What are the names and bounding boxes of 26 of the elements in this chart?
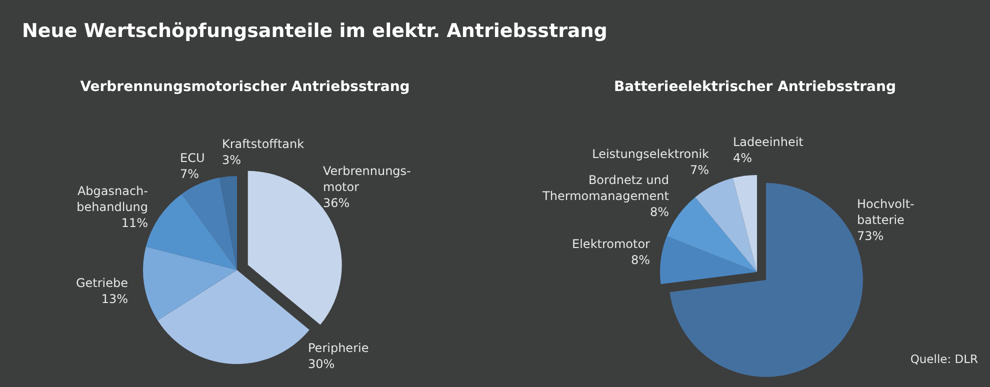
data-label: 3% [222, 153, 242, 167]
slice-label: Abgasnach- behandlung [76, 184, 148, 214]
slice-label: Elektromotor [572, 237, 650, 251]
data-label: 7% [180, 167, 200, 181]
slice-label: Verbrennungs- motor [323, 164, 411, 194]
data-label: 4% [733, 151, 752, 165]
data-label: 8% [630, 253, 650, 267]
data-label: 8% [650, 205, 669, 219]
chart-subtitle: Verbrennungsmotorischer Antriebsstrang [80, 79, 410, 95]
slice-label: Peripherie [308, 341, 369, 355]
data-label: 30% [308, 357, 335, 371]
slice-label: Leistungselektronik [592, 147, 710, 161]
source-note: Quelle: DLR [910, 352, 978, 366]
data-label: 73% [857, 229, 884, 243]
slice-label: Hochvolt- batterie [857, 197, 914, 227]
data-label: 13% [101, 292, 128, 306]
data-label: 36% [323, 196, 350, 210]
slice-label: Getriebe [76, 276, 128, 290]
chart-title: Batterieelektrischer Antriebsstrang [614, 79, 896, 95]
data-label: 11% [121, 216, 148, 230]
data-label: 7% [690, 163, 709, 177]
chart-title: Neue Wertschöpfungsanteile im elektr. Antriebsstrang [22, 20, 608, 42]
slice-label: Kraftstofftank [222, 137, 304, 151]
slice-label: Bordnetz und Thermomanagement [542, 173, 670, 203]
slice-label: Ladeeinheit [733, 135, 804, 149]
slice-label: ECU [180, 151, 205, 165]
